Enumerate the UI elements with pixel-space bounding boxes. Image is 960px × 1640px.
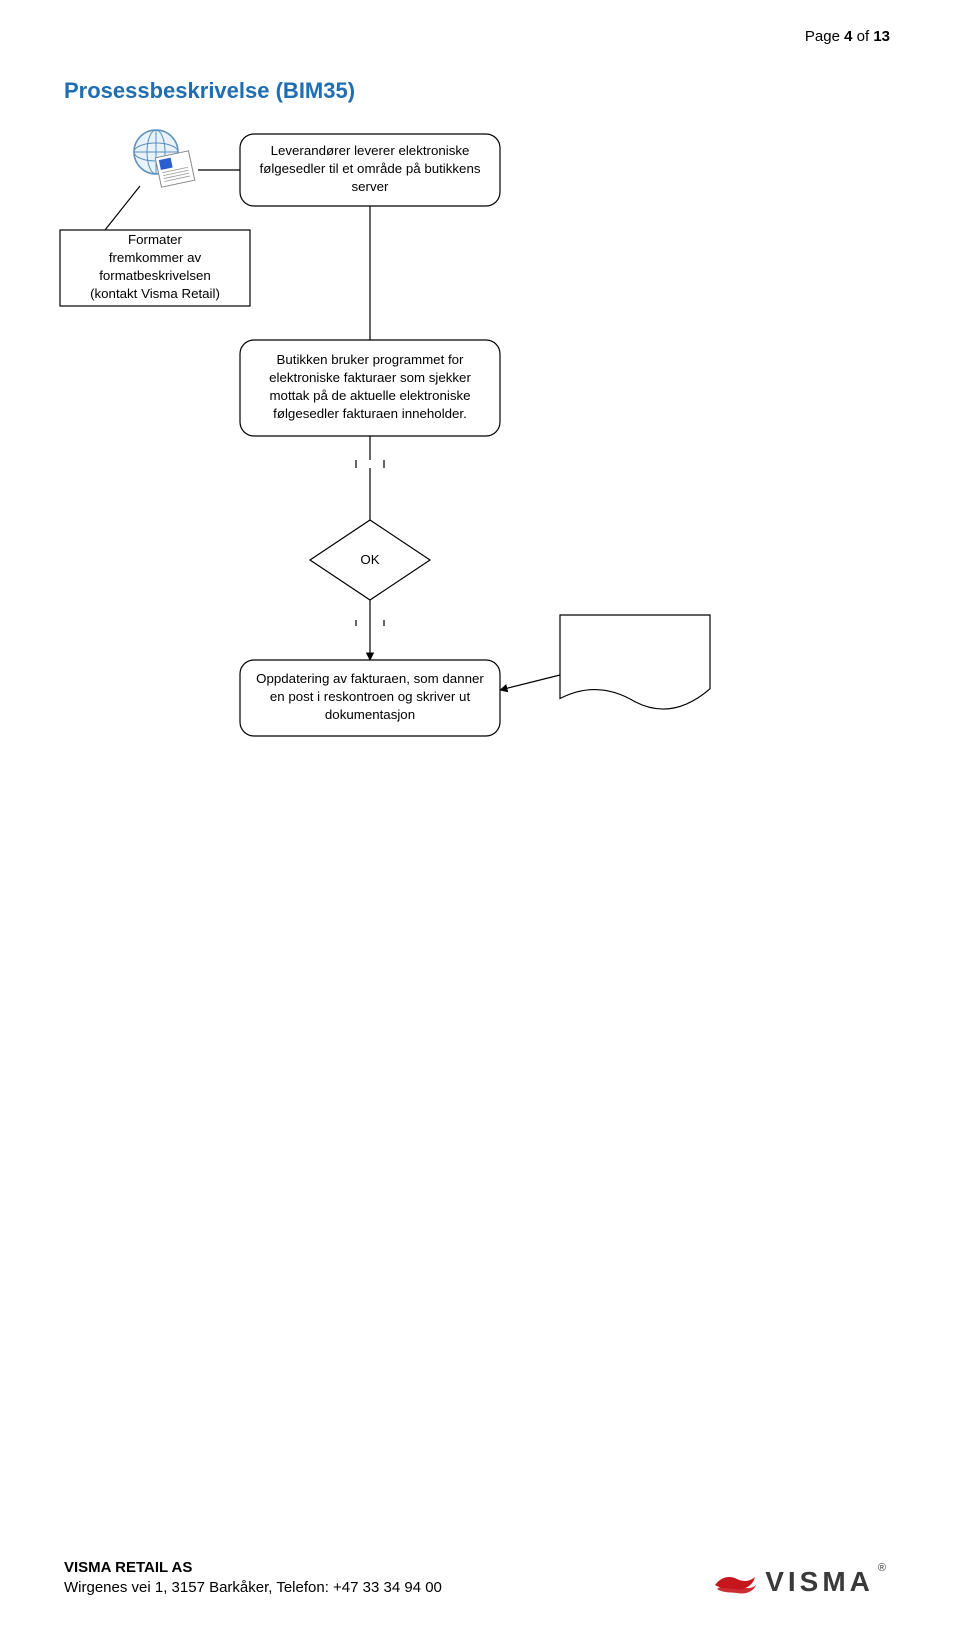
svg-text:Oppdatering av fakturaen, som: Oppdatering av fakturaen, som danner <box>256 671 484 686</box>
svg-text:Formater: Formater <box>128 232 183 247</box>
svg-text:dokumentasjon: dokumentasjon <box>325 707 415 722</box>
footer-company: VISMA RETAIL AS <box>64 1558 442 1578</box>
svg-text:følgesedler fakturaen innehold: følgesedler fakturaen inneholder. <box>273 406 467 421</box>
flowchart: Leverandører leverer elektroniske følgese… <box>0 120 960 940</box>
svg-text:Butikken bruker programmet for: Butikken bruker programmet for <box>277 352 465 367</box>
visma-logo-mark-icon <box>713 1567 757 1597</box>
visma-logo-word: VISMA <box>765 1566 874 1598</box>
page-title: Prosessbeskrivelse (BIM35) <box>64 78 355 104</box>
svg-text:følgesedler til et område på b: følgesedler til et område på butikkens <box>260 161 481 176</box>
page-number: Page 4 of 13 <box>805 28 890 45</box>
svg-text:fremkommer av: fremkommer av <box>109 250 202 265</box>
svg-text:mottak på de aktuelle elektron: mottak på de aktuelle elektroniske <box>269 388 470 403</box>
page-number-prefix: Page <box>805 28 844 45</box>
page-number-total: 13 <box>873 28 890 45</box>
svg-text:formatbeskrivelsen: formatbeskrivelsen <box>99 268 211 283</box>
footer-address: Wirgenes vei 1, 3157 Barkåker, Telefon: … <box>64 1578 442 1598</box>
footer-text: VISMA RETAIL AS Wirgenes vei 1, 3157 Bar… <box>64 1558 442 1599</box>
svg-text:(kontakt Visma Retail): (kontakt Visma Retail) <box>90 286 220 301</box>
svg-text:OK: OK <box>360 552 379 567</box>
visma-logo-r-icon: ® <box>878 1562 886 1574</box>
svg-text:server: server <box>352 179 390 194</box>
svg-text:elektroniske fakturaer som sje: elektroniske fakturaer som sjekker <box>269 370 471 385</box>
visma-logo: VISMA ® <box>713 1566 890 1598</box>
svg-text:en post i reskontroen og skriv: en post i reskontroen og skriver ut <box>270 689 471 704</box>
footer: VISMA RETAIL AS Wirgenes vei 1, 3157 Bar… <box>64 1558 890 1599</box>
svg-text:Leverandører leverer elektroni: Leverandører leverer elektroniske <box>271 143 470 158</box>
page-number-of: of <box>852 28 873 45</box>
